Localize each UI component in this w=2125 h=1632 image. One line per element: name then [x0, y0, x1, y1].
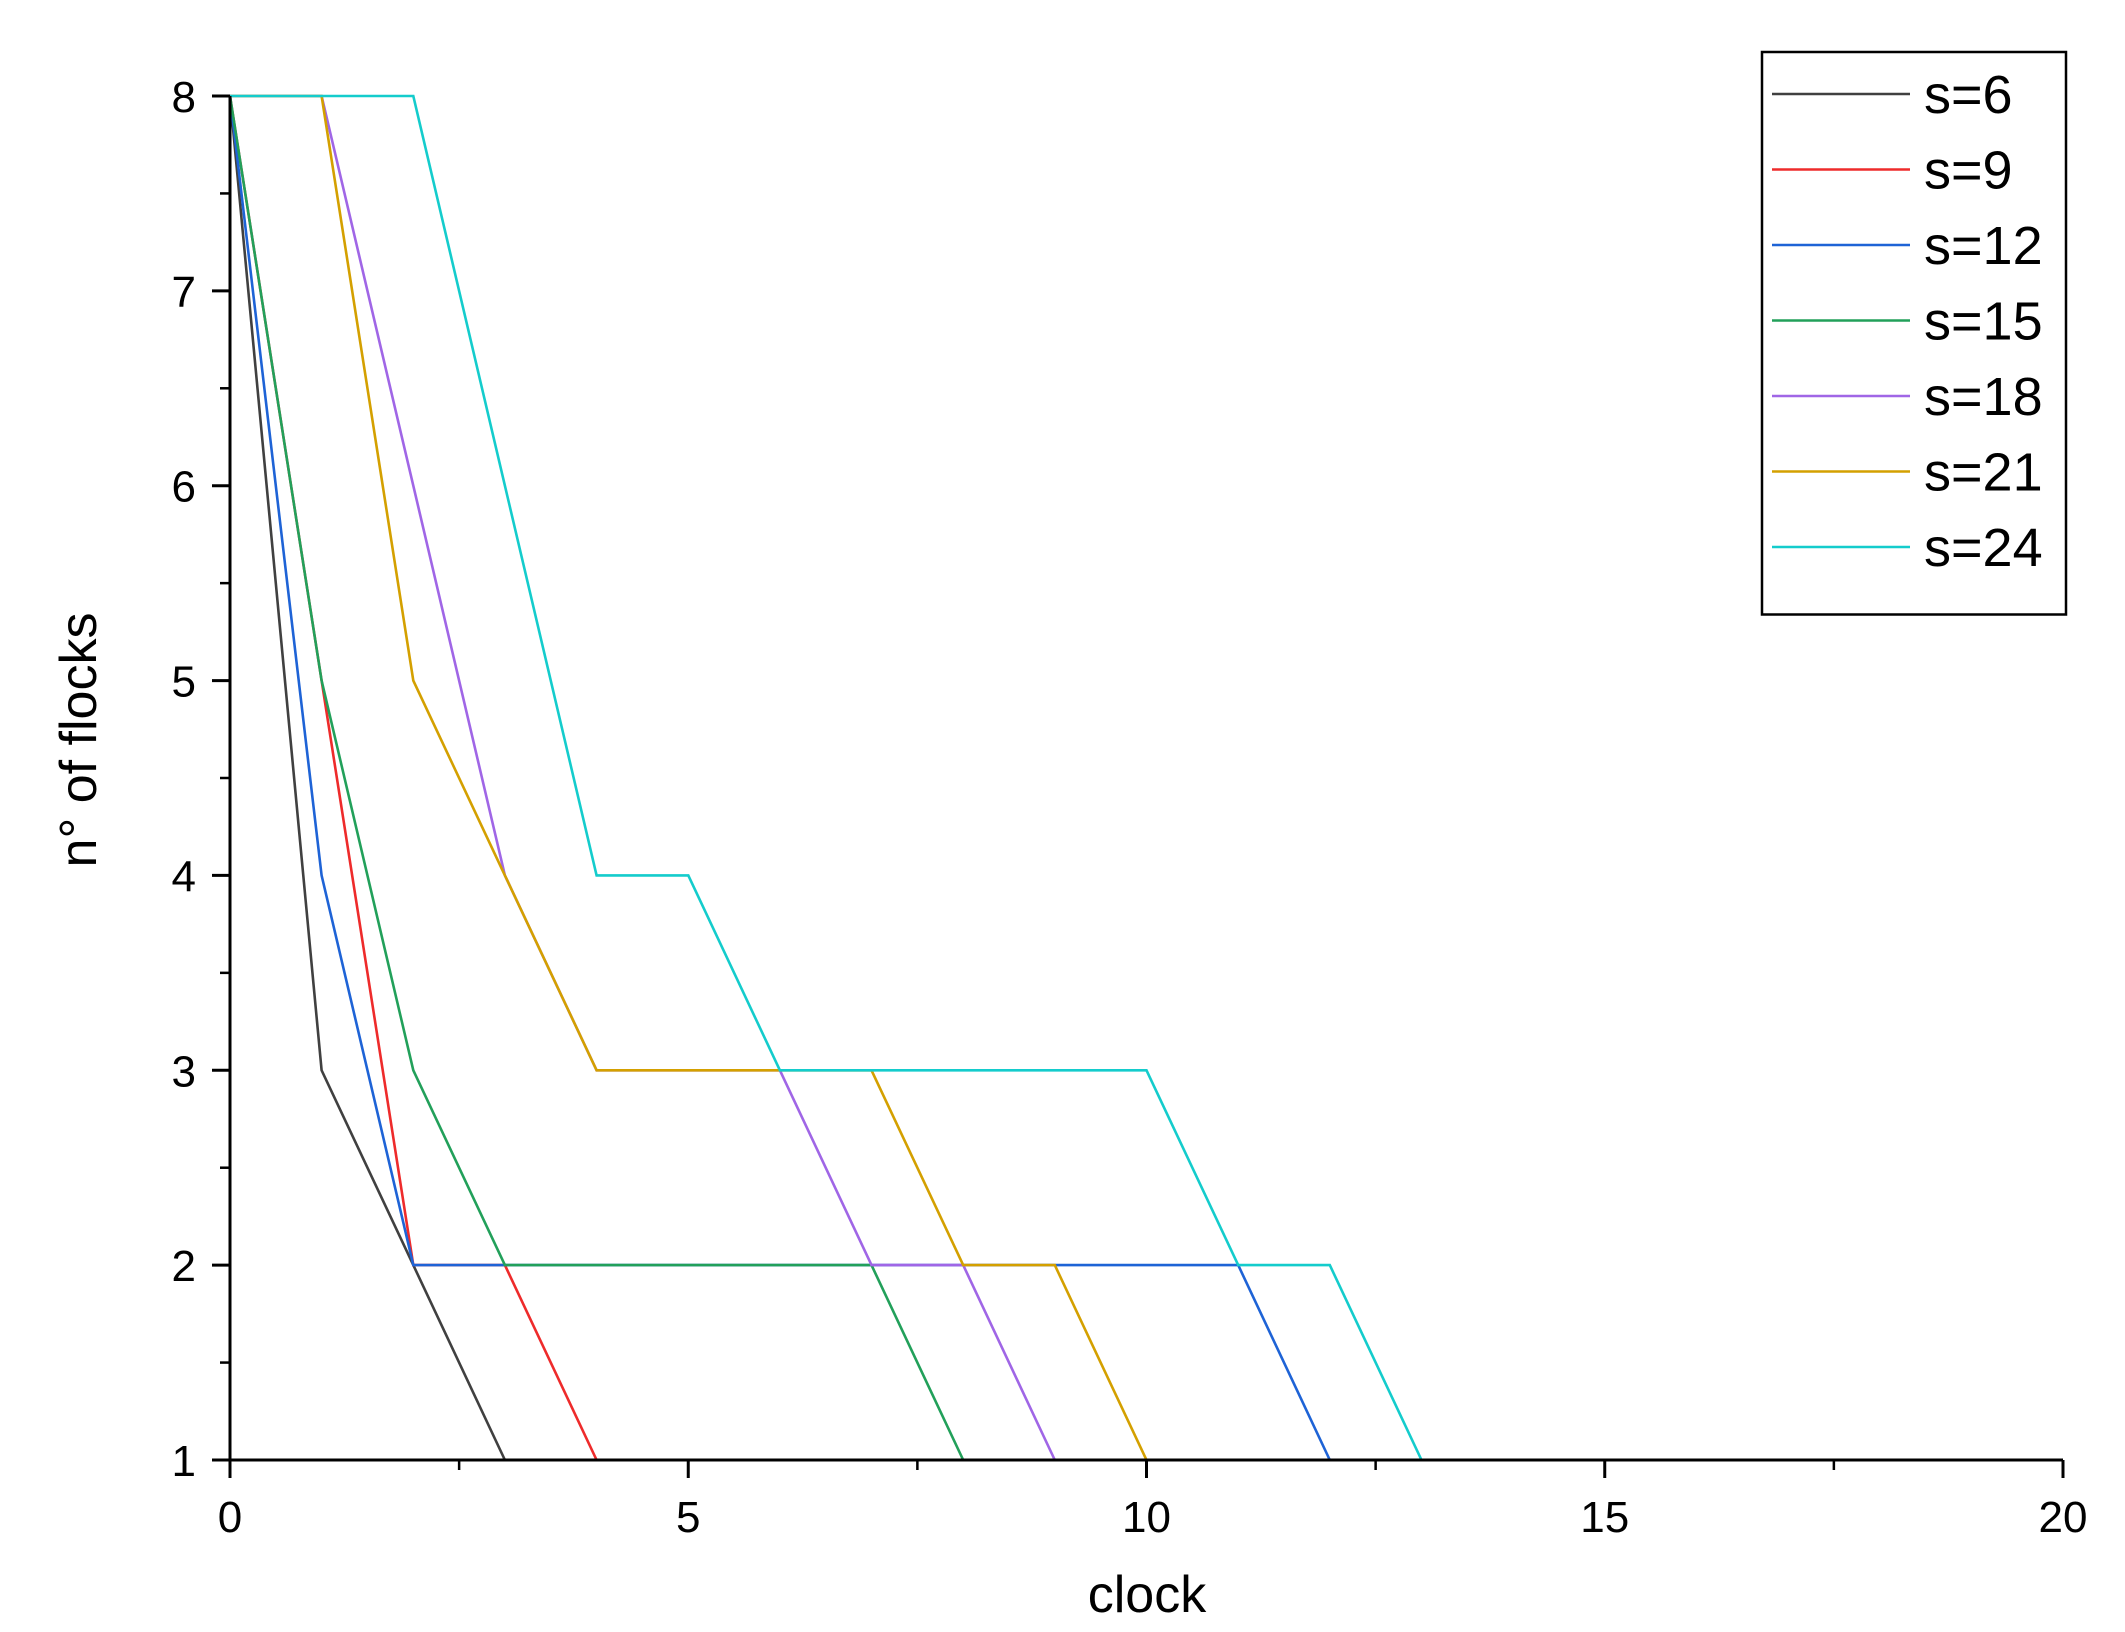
y-tick-label: 8: [172, 73, 196, 122]
y-axis-title: n° of flocks: [50, 613, 108, 868]
legend: s=6 s=9 s=12 s=15 s=18 s=21 s=24: [1760, 50, 2068, 616]
legend-box: [1760, 50, 2068, 616]
y-tick-label: 5: [172, 658, 196, 707]
y-tick-label: 1: [172, 1437, 196, 1486]
axes: 0 5 10 15 20 1 2 3 4 5 6 7 8: [172, 73, 2088, 1542]
legend-label: s=12: [1924, 216, 2043, 276]
x-tick-label: 5: [676, 1493, 700, 1542]
y-tick-label: 3: [172, 1047, 196, 1096]
y-tick-label: 6: [172, 463, 196, 512]
x-tick-label: 15: [1580, 1493, 1629, 1542]
y-tick-label: 4: [172, 852, 196, 901]
legend-label: s=9: [1924, 141, 2013, 201]
legend-label: s=15: [1924, 292, 2043, 352]
x-tick-label: 10: [1122, 1493, 1171, 1542]
y-tick-label: 7: [172, 268, 196, 317]
x-tick-label: 20: [2039, 1493, 2088, 1542]
legend-label: s=18: [1924, 367, 2043, 427]
y-tick-label: 2: [172, 1242, 196, 1291]
x-axis-title: clock: [1088, 1566, 1207, 1624]
legend-label: s=21: [1924, 443, 2043, 503]
x-tick-label: 0: [218, 1493, 242, 1542]
legend-label: s=24: [1924, 518, 2043, 578]
legend-label: s=6: [1924, 65, 2013, 125]
